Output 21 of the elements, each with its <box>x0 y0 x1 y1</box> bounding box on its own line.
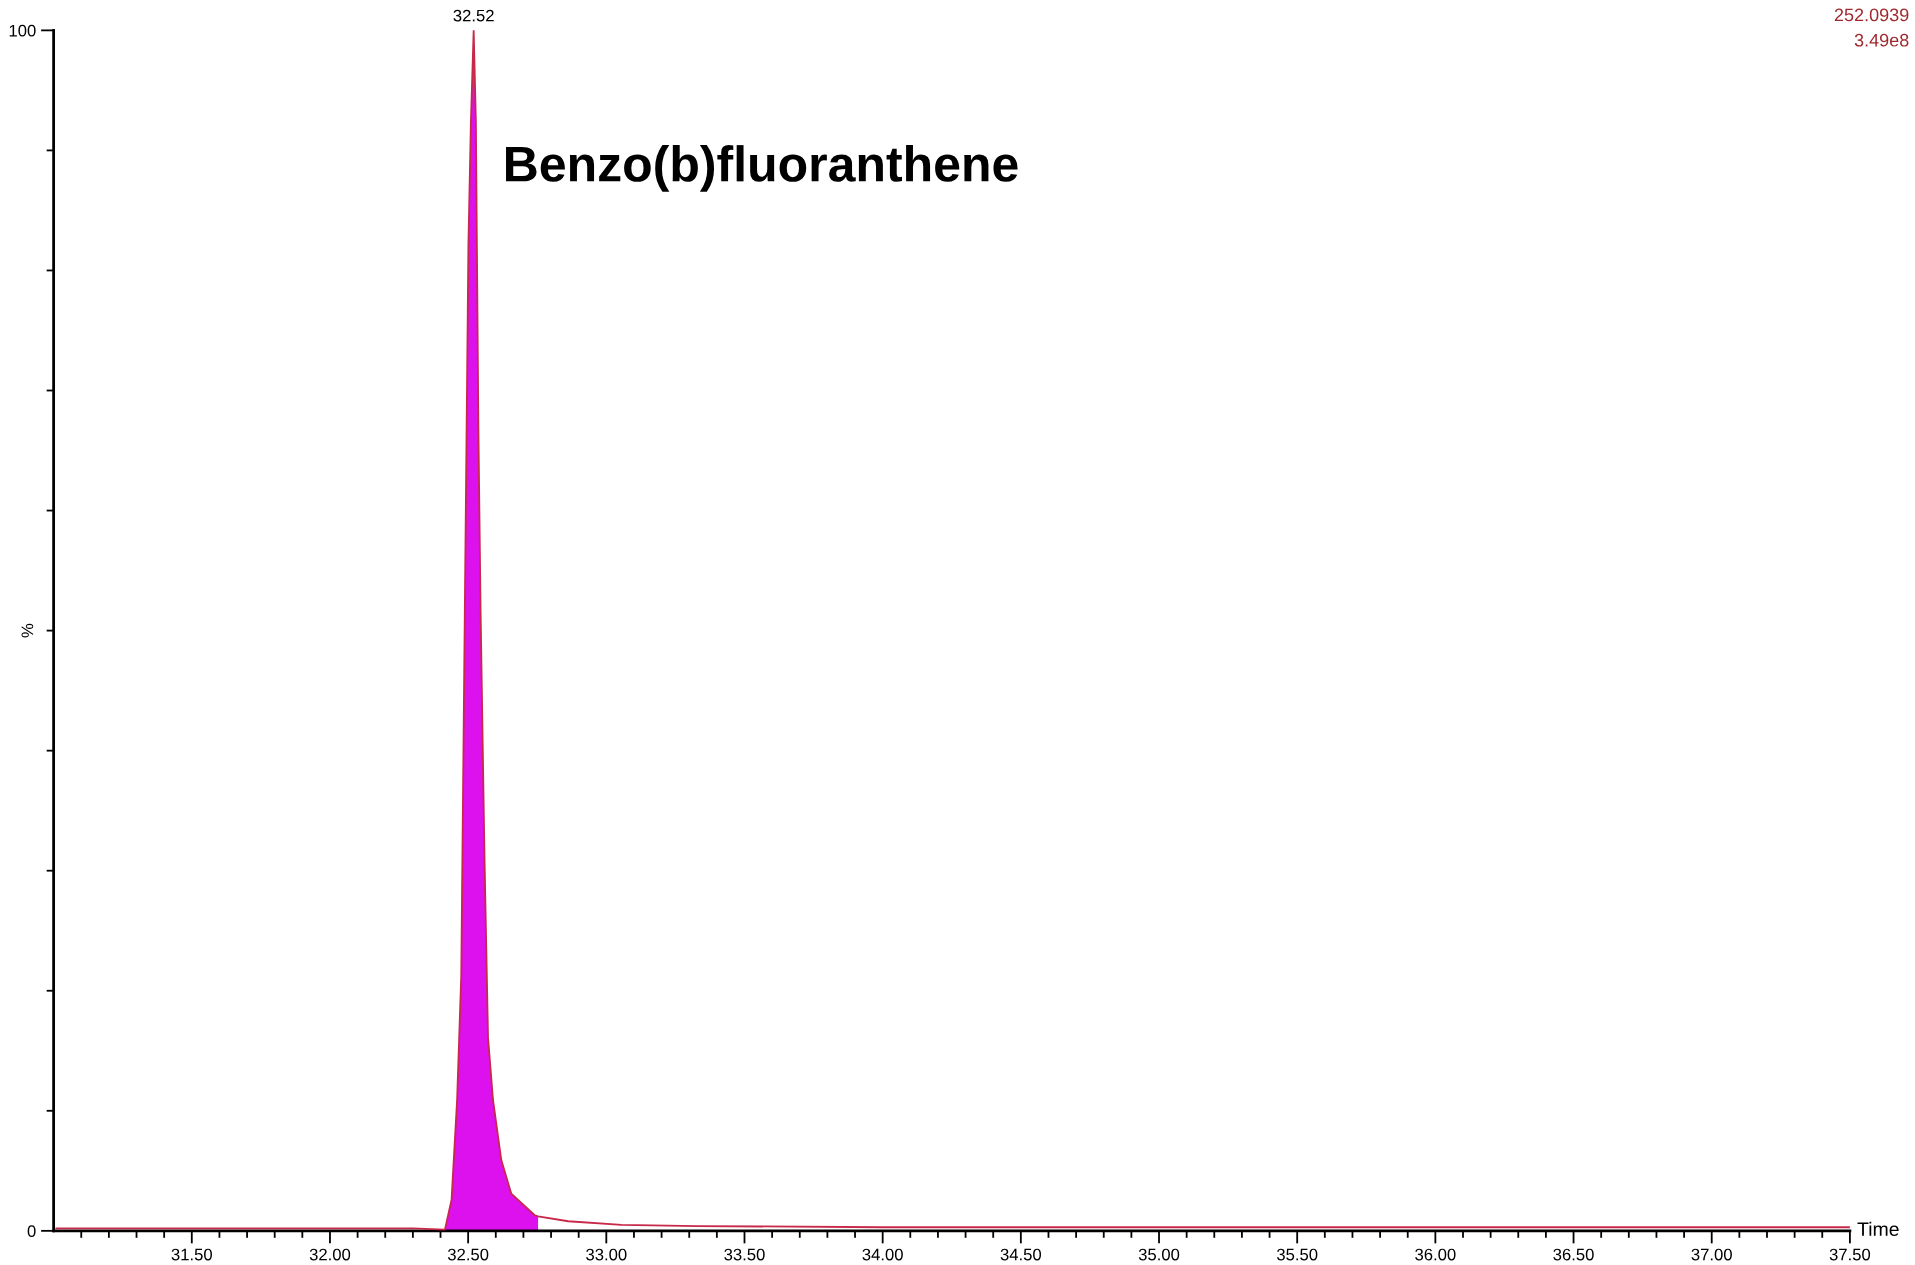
x-axis-title: Time <box>1857 1221 1899 1237</box>
annotation: Benzo(b)fluoranthene <box>506 145 1018 192</box>
x-tick-label: 32.50 <box>447 1248 489 1261</box>
x-tick-label: 34.00 <box>862 1248 903 1261</box>
x-tick-label: 33.00 <box>586 1248 627 1261</box>
x-tick-label: 36.50 <box>1553 1248 1594 1261</box>
y-tick-label: 0 <box>27 1225 36 1238</box>
x-tick-label: 37.50 <box>1829 1248 1871 1261</box>
text: 3.49e8 <box>1854 33 1909 47</box>
x-tick-label: 35.00 <box>1138 1248 1180 1261</box>
x-tick-label: 35.50 <box>1276 1248 1318 1261</box>
x-tick-label: 36.00 <box>1415 1248 1456 1261</box>
y-tick-label: 100 <box>9 24 36 37</box>
x-tick-label: 37.00 <box>1691 1248 1732 1261</box>
text: 252.0939 <box>1834 8 1909 22</box>
x-tick-label: 32.00 <box>309 1248 351 1261</box>
x-tick-label: 33.50 <box>724 1248 765 1261</box>
y-axis-title: % <box>21 623 34 638</box>
x-tick-label: 31.50 <box>171 1248 212 1261</box>
annotation: 32.52 <box>453 9 494 22</box>
x-tick-label: 34.50 <box>1000 1248 1042 1261</box>
